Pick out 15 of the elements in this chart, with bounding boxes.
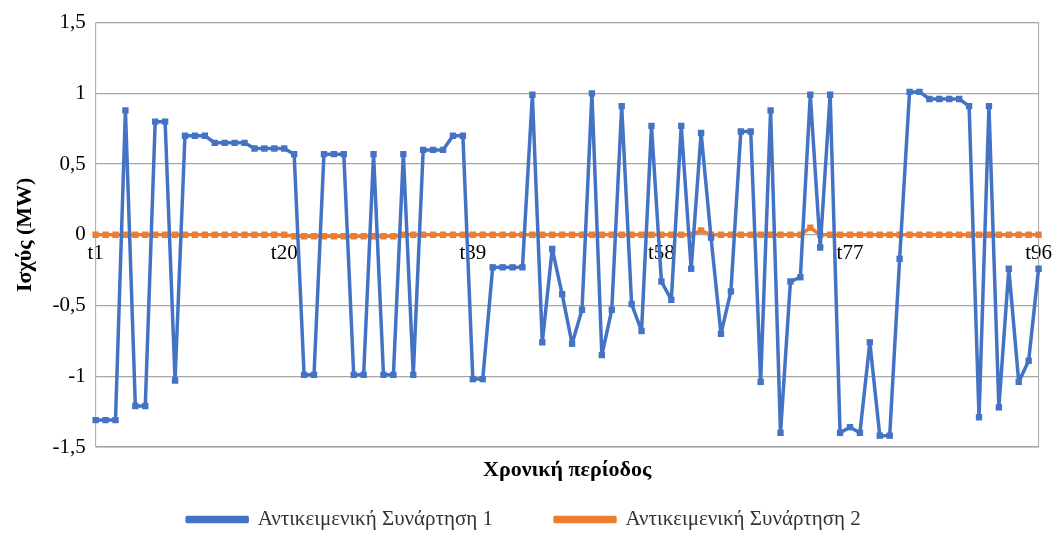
y-tick-label: -0,5 <box>52 292 86 317</box>
x-tick-label: t77 <box>836 239 864 264</box>
y-tick-label: -1,5 <box>52 433 86 458</box>
legend-label: Αντικειμενική Συνάρτηση 1 <box>257 506 494 531</box>
y-tick-label: 1 <box>75 79 86 104</box>
y-tick-label: 0,5 <box>59 150 86 175</box>
legend-label: Αντικειμενική Συνάρτηση 2 <box>625 506 861 531</box>
x-tick-label: t1 <box>87 239 104 264</box>
x-axis-title: Χρονική περίοδος <box>482 455 652 481</box>
x-tick-label: t20 <box>270 239 298 264</box>
y-tick-label: 0 <box>75 221 86 246</box>
y-tick-label: -1 <box>68 362 86 387</box>
x-tick-label: t96 <box>1025 239 1052 264</box>
y-axis-title: Ισχύς (MW) <box>10 177 36 292</box>
y-tick-label: 1,5 <box>59 9 86 34</box>
